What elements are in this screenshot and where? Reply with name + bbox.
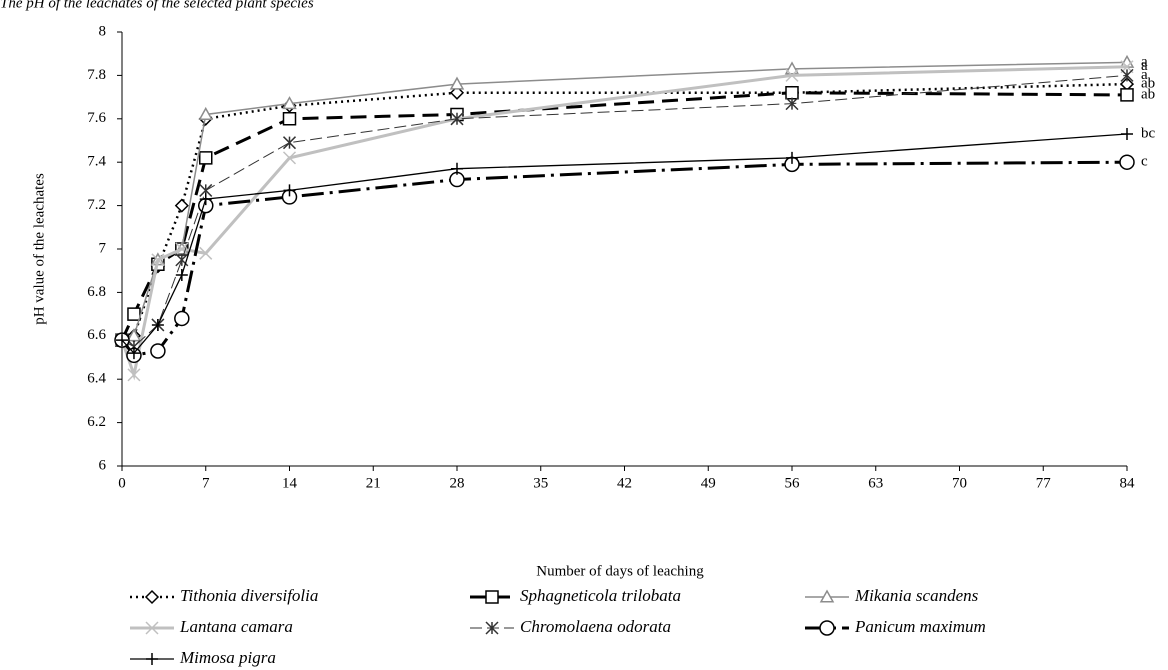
marker [145, 621, 159, 635]
x-tick-label: 0 [118, 475, 126, 491]
x-tick-label: 77 [1036, 475, 1052, 491]
y-tick-label: 6.2 [87, 414, 106, 430]
series-line [120, 160, 1128, 357]
end-label: a [1141, 58, 1148, 74]
end-label: ab [1141, 86, 1155, 102]
y-tick-label: 6.6 [87, 327, 106, 343]
x-tick-label: 28 [450, 475, 465, 491]
marker [819, 589, 835, 603]
marker [1121, 127, 1133, 140]
marker [127, 368, 141, 382]
marker [151, 318, 164, 331]
marker [116, 334, 128, 347]
marker [449, 85, 465, 100]
marker [282, 112, 297, 126]
marker [451, 162, 463, 175]
series-line [121, 74, 1128, 348]
marker [199, 246, 213, 260]
marker [174, 310, 190, 327]
x-tick-label: 35 [533, 475, 548, 491]
end-label: a [1141, 67, 1148, 83]
y-tick-label: 6.4 [87, 371, 106, 387]
legend-label: Lantana camara [179, 617, 293, 636]
legend-label: Chromolaena odorata [520, 617, 671, 636]
x-tick-label: 70 [952, 475, 967, 491]
series-line [120, 91, 1128, 341]
x-tick-label: 63 [868, 475, 883, 491]
x-axis-label: Number of days of leaching [536, 563, 704, 579]
marker [785, 97, 799, 111]
series-line [121, 82, 1128, 342]
marker [127, 307, 141, 321]
end-label: ab [1141, 76, 1155, 92]
marker [199, 193, 212, 206]
y-tick-label: 7.6 [87, 110, 106, 126]
marker [450, 112, 464, 126]
series-line [121, 133, 1128, 355]
end-label: c [1141, 154, 1148, 170]
marker [150, 343, 166, 359]
x-tick-label: 56 [785, 475, 801, 491]
y-tick-label: 8 [99, 23, 107, 39]
marker [283, 184, 296, 197]
x-tick-label: 42 [617, 475, 632, 491]
marker [198, 106, 214, 121]
x-tick-label: 49 [701, 475, 716, 491]
marker [175, 269, 188, 282]
marker [199, 151, 213, 165]
x-tick-label: 14 [282, 475, 298, 491]
marker [819, 620, 835, 636]
series-line [120, 65, 1128, 381]
legend-label: Sphagneticola trilobata [520, 586, 681, 605]
marker [282, 96, 297, 110]
marker [449, 76, 465, 90]
legend-label: Mikania scandens [854, 586, 979, 605]
marker [146, 653, 158, 665]
legend-label: Mimosa pigra [179, 648, 276, 667]
marker [282, 151, 297, 165]
marker [144, 589, 160, 605]
marker [1119, 154, 1135, 170]
marker [282, 136, 297, 150]
y-tick-label: 7.4 [87, 154, 106, 170]
y-tick-label: 7.2 [87, 197, 106, 213]
y-tick-label: 6.8 [87, 284, 106, 300]
legend-label: Tithonia diversifolia [180, 586, 318, 605]
end-label: bc [1141, 125, 1156, 141]
marker [175, 242, 189, 256]
marker [485, 621, 499, 635]
marker [786, 151, 798, 164]
end-label: a [1141, 54, 1148, 70]
y-tick-label: 7.8 [87, 67, 106, 83]
y-tick-label: 6 [99, 457, 107, 473]
marker [785, 86, 799, 100]
marker [784, 61, 800, 75]
x-tick-label: 21 [366, 475, 381, 491]
marker [127, 347, 140, 360]
marker [1120, 88, 1134, 102]
marker [126, 328, 142, 342]
marker [785, 68, 799, 82]
marker [174, 198, 189, 213]
y-axis-label: pH value of the leachates [31, 173, 47, 325]
marker [151, 253, 165, 267]
x-tick-label: 7 [202, 475, 210, 491]
y-tick-label: 7 [99, 240, 107, 256]
marker [485, 590, 499, 604]
legend-label: Panicum maximum [854, 617, 986, 636]
marker [1120, 68, 1134, 82]
x-tick-label: 84 [1120, 475, 1136, 491]
chart-title: The pH of the leachates of the selected … [0, 0, 314, 11]
